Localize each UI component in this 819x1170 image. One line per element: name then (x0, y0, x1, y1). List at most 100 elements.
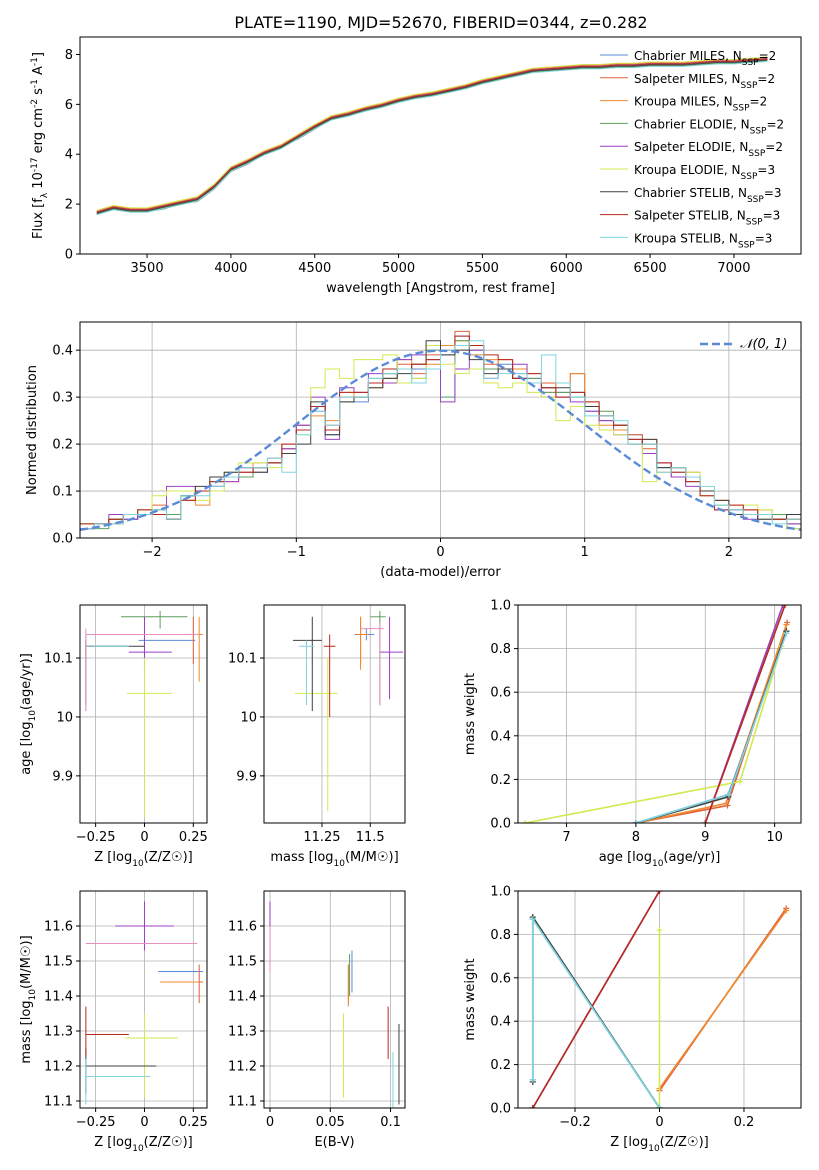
axes-frame (517, 604, 802, 824)
y-tick-label: 6 (65, 98, 73, 113)
x-tick-label: 0.25 (179, 830, 208, 845)
legend-entry: Kroupa ELODIE, NSSP=3 (634, 163, 775, 182)
y-tick-label: 2 (65, 198, 73, 213)
y-tick-label: 0.2 (490, 1058, 511, 1073)
y-axis-label: mass weight (463, 673, 478, 755)
x-tick-label: 1 (581, 545, 589, 560)
x-tick-label: 9 (701, 830, 709, 845)
weight-marker (702, 820, 709, 823)
y-tick-label: 0.6 (490, 971, 511, 986)
plot-area (96, 56, 768, 216)
weight-line (658, 910, 787, 1089)
y-axis-label: mass weight (463, 958, 478, 1040)
errorbar-point (294, 658, 338, 812)
y-tick-label: 11.6 (44, 920, 73, 935)
panel-mass-vs-EBV: 0 0.05 0.1 11.1 11.2 11.3 11.4 11.5 11.6 E(B-V) (228, 890, 406, 1150)
y-tick-label: 10 (56, 710, 73, 725)
weight-marker (529, 1076, 536, 1083)
model-spectrum-line (96, 56, 768, 211)
y-axis-label: Flux [fλ 10-17 erg cm-2 s-1 A-1] (30, 52, 50, 239)
x-tick-label: 8 (632, 830, 640, 845)
x-axis-label: age [log10(age/yr)] (599, 850, 721, 869)
x-tick-label: 0.2 (734, 1115, 755, 1130)
x-axis-label: Z [log10(Z/Z☉)] (94, 1135, 192, 1154)
weight-marker (529, 1105, 536, 1108)
model-spectrum-line (96, 60, 768, 215)
panel-age-vs-mass: 11.25 11.5 9.9 10 10.1 mass [log10(M/M☉)] (228, 604, 406, 869)
plot-area (85, 610, 204, 818)
y-tick-label: 11.2 (44, 1060, 73, 1075)
y-tick-label: 0.2 (52, 438, 73, 453)
legend-entry: Salpeter MILES, NSSP=2 (634, 72, 775, 91)
y-tick-label: 11.1 (44, 1095, 73, 1110)
x-tick-label: 7 (562, 830, 570, 845)
errorbar-point (292, 616, 322, 712)
y-tick-label: 1.0 (490, 599, 511, 614)
errorbar-point (356, 616, 369, 670)
y-tick-label: 11.1 (228, 1095, 257, 1110)
gaussian-curve (80, 349, 801, 531)
weight-marker (783, 907, 790, 914)
x-tick-label: 0 (655, 1115, 663, 1130)
y-tick-label: 0.8 (490, 928, 511, 943)
y-tick-label: 0.6 (490, 686, 511, 701)
x-tick-label: 4000 (214, 261, 247, 276)
model-spectrum-line (96, 60, 768, 216)
weight-marker (723, 800, 730, 807)
plot-area (529, 891, 790, 1108)
x-tick-label: −0.25 (76, 830, 116, 845)
x-axis-label: wavelength [Angstrom, rest frame] (326, 281, 555, 296)
y-tick-label: 11.4 (228, 990, 257, 1005)
weight-marker (656, 891, 663, 894)
y-tick-label: 0.4 (490, 729, 511, 744)
panel-spectrum: Chabrier MILES, NSSP=2 Salpeter MILES, NS… (30, 36, 802, 296)
y-tick-label: 0.0 (490, 817, 511, 832)
weight-marker (782, 605, 789, 608)
x-tick-label: 7000 (717, 261, 750, 276)
panel-age-vs-Z: −0.25 0 0.25 9.9 10 10.1 Z [log10(Z/Z☉)] age [l… (19, 604, 208, 869)
x-axis-label: Z [log10(Z/Z☉)] (610, 1135, 708, 1154)
y-axis-label: mass [log10(M/M☉)] (19, 935, 38, 1063)
x-tick-label: 4500 (298, 261, 331, 276)
legend-entry: Chabrier STELIB, NSSP=3 (634, 186, 782, 205)
plot-area (85, 901, 204, 1105)
y-tick-label: 4 (65, 148, 73, 163)
residual-histogram (80, 340, 801, 538)
x-tick-label: 0 (140, 1115, 148, 1130)
x-axis-label: (data-model)/error (380, 565, 501, 580)
y-tick-label: 0.4 (52, 344, 73, 359)
panel-mass-vs-Z: −0.25 0 0.25 11.1 11.2 11.3 11.4 11.5 11.6 Z [log… (19, 890, 208, 1154)
y-tick-label: 0.0 (52, 532, 73, 547)
x-tick-label: 0.25 (179, 1115, 208, 1130)
legend-entry: Kroupa MILES, NSSP=2 (634, 95, 767, 114)
legend-entry: Chabrier ELODIE, NSSP=2 (634, 117, 784, 136)
plot-area (292, 610, 404, 812)
x-tick-label: 10 (766, 830, 783, 845)
weight-marker (783, 630, 790, 637)
legend-entry: Salpeter STELIB, NSSP=3 (634, 209, 780, 228)
weight-marker (779, 605, 786, 608)
x-axis-label: E(B-V) (314, 1135, 354, 1150)
residual-histogram (80, 340, 801, 538)
figure-title: PLATE=1190, MJD=52670, FIBERID=0344, z=0… (234, 13, 647, 32)
y-tick-label: 11.6 (228, 920, 257, 935)
x-tick-label: 6000 (550, 261, 583, 276)
model-spectrum-line (96, 58, 768, 213)
plot-area (80, 330, 801, 538)
x-tick-label: 11.5 (356, 830, 385, 845)
x-tick-label: 0 (266, 1115, 274, 1130)
axes-frame (79, 890, 208, 1109)
y-axis-label: age [log10(age/yr)] (19, 653, 38, 775)
panel-residuals: 𝒩(0, 1) −2 −1 0 1 2 0.0 0.1 0.2 0.3 0.4 (data-model… (25, 321, 802, 580)
y-tick-label: 0.3 (52, 391, 73, 406)
weight-line (532, 891, 661, 1108)
axes-frame (263, 890, 406, 1109)
errorbar-point (126, 658, 172, 818)
axes-frame (79, 604, 208, 824)
y-tick-label: 0.8 (490, 642, 511, 657)
y-tick-label: 11.4 (44, 990, 73, 1005)
y-tick-label: 9.9 (236, 769, 257, 784)
errorbar-point (360, 622, 384, 706)
